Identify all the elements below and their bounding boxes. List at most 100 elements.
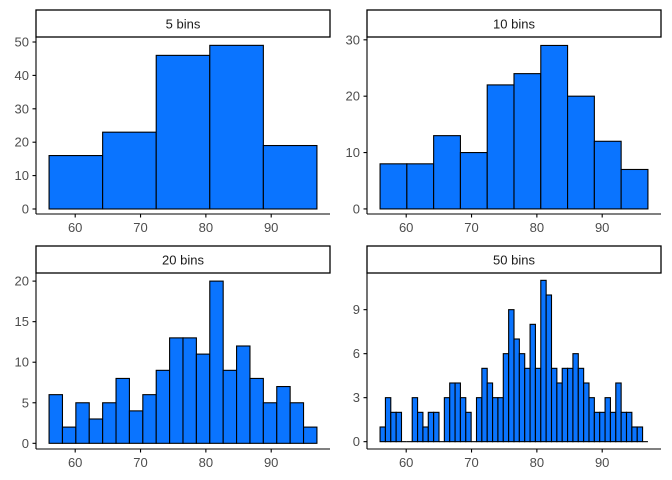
- x-tick-label: 80: [199, 455, 213, 470]
- histogram-bar: [540, 279, 547, 443]
- histogram-bar: [615, 382, 622, 443]
- y-tick-label: 6: [353, 346, 360, 361]
- histogram-bar: [88, 418, 104, 444]
- x-tick-label: 60: [399, 220, 413, 235]
- y-tick-label: 30: [346, 32, 360, 47]
- y-tick-label: 10: [346, 145, 360, 160]
- histogram-bar: [481, 367, 488, 443]
- histogram-bar: [169, 337, 184, 444]
- histogram-bar: [631, 426, 638, 443]
- histogram-bar: [583, 382, 590, 443]
- histogram-bar: [534, 367, 542, 443]
- x-tick-label: 90: [264, 220, 278, 235]
- y-tick-label: 50: [15, 35, 29, 50]
- x-tick-label: 90: [595, 455, 609, 470]
- histogram-bar: [142, 394, 157, 444]
- histogram-bar: [556, 382, 563, 443]
- histogram-bar: [588, 397, 595, 443]
- histogram-bar: [75, 402, 90, 444]
- x-tick-label: 80: [530, 455, 544, 470]
- histogram-bar: [508, 309, 515, 443]
- facet-strip-title: 5 bins: [166, 17, 201, 32]
- y-tick-label: 10: [15, 355, 29, 370]
- histogram-bar: [417, 411, 424, 443]
- histogram-bar: [209, 44, 264, 210]
- histogram-bar: [262, 144, 318, 210]
- histogram-bar: [620, 168, 649, 210]
- histogram-bar: [524, 367, 531, 443]
- x-tick-label: 80: [530, 220, 544, 235]
- histogram-bar: [497, 397, 504, 443]
- histogram-bar: [433, 135, 461, 210]
- histogram-bar: [529, 323, 536, 443]
- x-tick-label: 90: [595, 220, 609, 235]
- histogram-bar: [262, 402, 278, 444]
- facet-strip: [35, 245, 331, 274]
- y-tick-label: 0: [22, 201, 29, 216]
- facet-strip: [366, 245, 662, 274]
- histogram-bar: [155, 369, 171, 444]
- y-tick-label: 20: [346, 89, 360, 104]
- histogram-bar: [550, 367, 558, 443]
- histogram-bar: [518, 353, 526, 443]
- histogram-bar: [572, 353, 579, 443]
- histogram-bar: [236, 345, 251, 444]
- histogram-bar: [276, 385, 291, 444]
- histogram-bar: [379, 426, 386, 443]
- x-tick-label: 70: [464, 455, 478, 470]
- histogram-bar: [492, 397, 499, 443]
- histogram-bar: [128, 410, 144, 444]
- histogram-bar: [115, 377, 130, 444]
- facet-panel: 10 bins 0 10 20 30 60 70 80 90: [346, 9, 662, 235]
- histogram-bar: [593, 140, 622, 210]
- histogram-bar: [561, 367, 569, 443]
- histogram-bar: [625, 411, 633, 443]
- histogram-bar: [422, 426, 429, 443]
- histogram-bar: [102, 131, 157, 210]
- x-tick-label: 60: [68, 455, 82, 470]
- y-tick-label: 9: [353, 302, 360, 317]
- y-tick-label: 15: [15, 314, 29, 329]
- y-tick-label: 0: [353, 434, 360, 449]
- histogram-bar: [427, 411, 435, 443]
- histogram-bar: [609, 411, 617, 443]
- x-tick-label: 70: [133, 220, 147, 235]
- y-tick-label: 0: [353, 201, 360, 216]
- histogram-bar: [443, 397, 451, 443]
- y-tick-label: 3: [353, 390, 360, 405]
- histogram-bar: [182, 337, 197, 444]
- histogram-bar: [395, 411, 403, 443]
- histogram-bar: [459, 152, 488, 210]
- y-tick-label: 30: [15, 101, 29, 116]
- y-tick-label: 40: [15, 68, 29, 83]
- histogram-bar: [599, 411, 606, 443]
- facet-strip-title: 10 bins: [493, 17, 535, 32]
- histogram-bar: [289, 402, 305, 444]
- histogram-bar: [61, 426, 77, 444]
- x-tick-label: 60: [68, 220, 82, 235]
- facet-panel: 5 bins 0 10 20 30 40 50 60 70 80 90: [15, 9, 331, 235]
- histogram-bar: [577, 367, 585, 443]
- histogram-bar: [459, 397, 467, 443]
- histogram-bar: [502, 353, 510, 443]
- x-tick-label: 70: [464, 220, 478, 235]
- histogram-bar: [567, 95, 595, 210]
- histogram-bar: [209, 280, 224, 444]
- histogram-bar: [475, 397, 483, 443]
- y-tick-label: 20: [15, 274, 29, 289]
- y-tick-label: 5: [22, 395, 29, 410]
- histogram-bar: [449, 382, 456, 443]
- facet-panel: 50 bins 0 3 6 9 60 70 80 90: [353, 245, 662, 470]
- x-tick-label: 70: [133, 455, 147, 470]
- histogram-bar: [195, 353, 211, 444]
- histogram-bar: [454, 382, 461, 443]
- y-tick-label: 20: [15, 135, 29, 150]
- facet-strip: [35, 9, 331, 38]
- y-tick-label: 10: [15, 168, 29, 183]
- facet-panel: 20 bins 0 5 10 15 20 60 70 80 90: [15, 245, 331, 470]
- histogram-bar: [513, 338, 520, 443]
- x-tick-label: 90: [264, 455, 278, 470]
- histogram-bar: [513, 73, 542, 210]
- histogram-bar: [567, 367, 574, 443]
